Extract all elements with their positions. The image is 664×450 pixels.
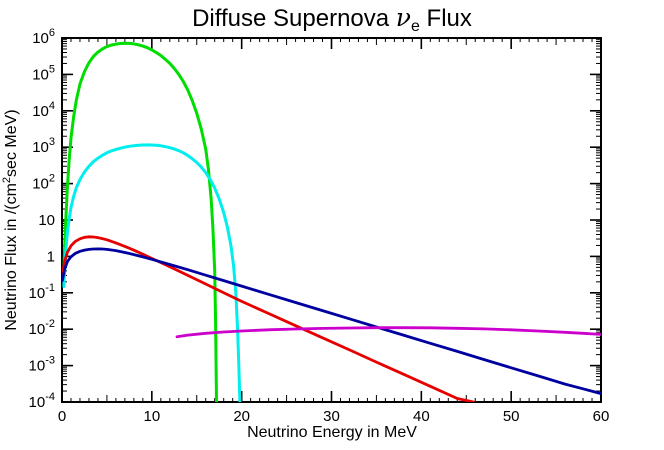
y-tick-label: 10-2 (29, 318, 55, 338)
axes-frame (61, 37, 602, 403)
y-axis-label: Neutrino Flux in /(cm2sec MeV) (1, 109, 20, 330)
x-tick-label: 50 (503, 408, 520, 425)
chart-title: Diffuse Supernova νe Flux (192, 3, 472, 35)
x-tick-label: 60 (593, 408, 610, 425)
x-axis-label: Neutrino Energy in MeV (247, 424, 417, 441)
y-tick-label: 102 (32, 173, 55, 193)
x-tick-label: 40 (413, 408, 430, 425)
curve-magenta-flat-spectrum (175, 326, 601, 339)
curve-cyan-burst-spectrum (62, 143, 242, 402)
plot-frame (61, 37, 602, 403)
curve-navy-tail-spectrum (62, 247, 601, 395)
x-tick-label: 30 (323, 408, 340, 425)
x-tick-label: 0 (58, 408, 66, 425)
tick-labels: 0 10 20 30 40 50 6010610510410310210110-110-21… (29, 27, 610, 425)
y-tick-label: 103 (32, 136, 55, 156)
curve-red-tail-spectrum (62, 235, 475, 402)
x-tick-label: 20 (233, 408, 250, 425)
curve-green-burst-spectrum (62, 41, 218, 402)
nu-symbol: ν (396, 3, 411, 32)
y-tick-label: 105 (32, 63, 55, 83)
y-tick-label: 10-4 (29, 391, 55, 411)
curves (62, 41, 601, 402)
y-tick-label: 1 (47, 248, 55, 265)
y-tick-label: 10 (38, 212, 55, 229)
y-tick-label: 106 (32, 27, 55, 47)
y-tick-label: 10-3 (29, 355, 55, 375)
y-tick-label: 10-1 (29, 282, 55, 302)
y-tick-label: 104 (32, 100, 55, 120)
x-tick-label: 10 (143, 408, 160, 425)
